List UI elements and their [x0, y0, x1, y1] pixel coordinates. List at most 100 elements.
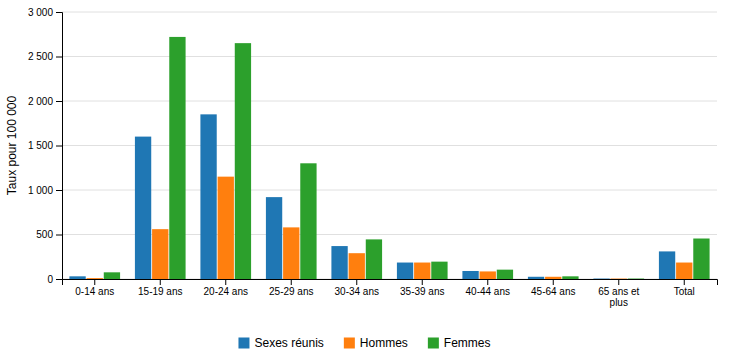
- y-tick: 1 000: [28, 185, 62, 196]
- bar: [611, 278, 627, 279]
- y-tick-mark: [56, 235, 62, 236]
- bar: [528, 277, 544, 279]
- bar: [497, 270, 513, 279]
- x-tick-mark: [684, 279, 685, 285]
- y-tick-label: 1 500: [28, 140, 53, 151]
- x-tick-label: 0-14 ans: [75, 286, 114, 297]
- y-tick: 3 000: [28, 7, 62, 18]
- bar: [693, 239, 709, 279]
- x-tick-label: 30-34 ans: [335, 286, 379, 297]
- bar: [593, 278, 609, 279]
- grid-line: [62, 56, 717, 57]
- bar: [462, 271, 478, 279]
- plot: 0 500 1 000 1 500 2 000 2 500 3 000 0-14 ans 15-…: [28, 7, 718, 308]
- y-tick: 500: [36, 229, 62, 240]
- y-tick: 2 000: [28, 96, 62, 107]
- y-axis: 0 500 1 000 1 500 2 000 2 500 3 000: [28, 7, 63, 285]
- x-tick-label-line: 65 ans et: [598, 286, 639, 297]
- legend: Sexes réunis Hommes Femmes: [238, 336, 490, 350]
- bar: [200, 114, 216, 279]
- bar: [169, 37, 185, 279]
- x-tick-label-line: plus: [610, 297, 628, 308]
- x-tick: 30-34 ans: [335, 279, 379, 297]
- x-tick-mark: [422, 279, 423, 285]
- grid-line: [62, 145, 717, 146]
- x-tick-mark: [487, 279, 488, 285]
- legend-swatch: [344, 338, 355, 349]
- x-tick: 15-19 ans: [138, 279, 182, 297]
- legend-label: Hommes: [360, 336, 408, 350]
- x-tick-label: 20-24 ans: [204, 286, 248, 297]
- legend-item: Hommes: [344, 336, 408, 350]
- y-tick-mark: [56, 279, 62, 280]
- x-tick: 40-44 ans: [466, 279, 510, 297]
- y-tick-mark: [56, 57, 62, 58]
- x-tick-mark: [160, 279, 161, 285]
- y-tick-label: 500: [36, 229, 53, 240]
- y-tick-label: 2 500: [28, 51, 53, 62]
- bars: [69, 37, 709, 279]
- y-tick: 2 500: [28, 51, 62, 62]
- bar: [659, 251, 675, 279]
- x-tick: 0-14 ans: [75, 279, 114, 297]
- x-tick: 35-39 ans: [400, 279, 444, 297]
- x-tick-label: 65 ans etplus: [598, 286, 639, 308]
- x-axis: 0-14 ans 15-19 ans 20-24 ans 25-29 ans 30-34…: [63, 279, 718, 308]
- bar: [562, 276, 578, 279]
- x-axis-line: [63, 280, 718, 286]
- y-tick-label: 1 000: [28, 185, 53, 196]
- x-tick-label: 15-19 ans: [138, 286, 182, 297]
- bar: [480, 271, 496, 279]
- x-tick-mark: [618, 279, 619, 285]
- grid-line: [62, 12, 717, 13]
- chart-svg: 0 500 1 000 1 500 2 000 2 500 3 000 0-14 ans 15-…: [0, 0, 729, 357]
- x-tick-mark: [94, 279, 95, 285]
- grid-line: [62, 190, 717, 191]
- bar: [135, 137, 151, 279]
- x-tick: 25-29 ans: [269, 279, 313, 297]
- legend-swatch: [238, 338, 249, 349]
- bar: [628, 278, 644, 279]
- y-tick-mark: [56, 12, 62, 13]
- x-tick: 20-24 ans: [204, 279, 248, 297]
- bar: [300, 163, 316, 279]
- grid: [62, 12, 717, 279]
- bar-series: [104, 37, 710, 279]
- x-tick: Total: [674, 279, 695, 297]
- bar: [283, 227, 299, 279]
- y-tick: 0: [47, 274, 62, 285]
- bar: [69, 276, 85, 279]
- y-tick: 1 500: [28, 140, 62, 151]
- legend-swatch: [428, 338, 439, 349]
- y-axis-line: [56, 13, 63, 280]
- bar: [366, 239, 382, 279]
- y-tick-mark: [56, 101, 62, 102]
- legend-label: Femmes: [444, 336, 491, 350]
- grid-line: [62, 101, 717, 102]
- x-tick-label: Total: [674, 286, 695, 297]
- x-tick-mark: [291, 279, 292, 285]
- x-tick-label: 45-64 ans: [531, 286, 575, 297]
- x-tick-mark: [356, 279, 357, 285]
- legend-item: Sexes réunis: [238, 336, 323, 350]
- bar: [349, 253, 365, 279]
- bar: [235, 43, 251, 279]
- y-tick-label: 2 000: [28, 96, 53, 107]
- bar: [152, 229, 168, 279]
- x-tick-label: 35-39 ans: [400, 286, 444, 297]
- bar: [331, 246, 347, 279]
- y-tick-label: 0: [47, 274, 53, 285]
- x-tick: 45-64 ans: [531, 279, 575, 297]
- x-tick-mark: [225, 279, 226, 285]
- y-tick-mark: [56, 190, 62, 191]
- chart-container: 0 500 1 000 1 500 2 000 2 500 3 000 0-14 ans 15-…: [0, 0, 729, 357]
- bar: [545, 277, 561, 279]
- bar: [104, 272, 120, 279]
- bar: [414, 263, 430, 279]
- bar: [397, 263, 413, 279]
- bar: [218, 177, 234, 279]
- y-tick-label: 3 000: [28, 7, 53, 18]
- x-tick-label: 25-29 ans: [269, 286, 313, 297]
- bar: [87, 278, 103, 279]
- bar: [431, 262, 447, 279]
